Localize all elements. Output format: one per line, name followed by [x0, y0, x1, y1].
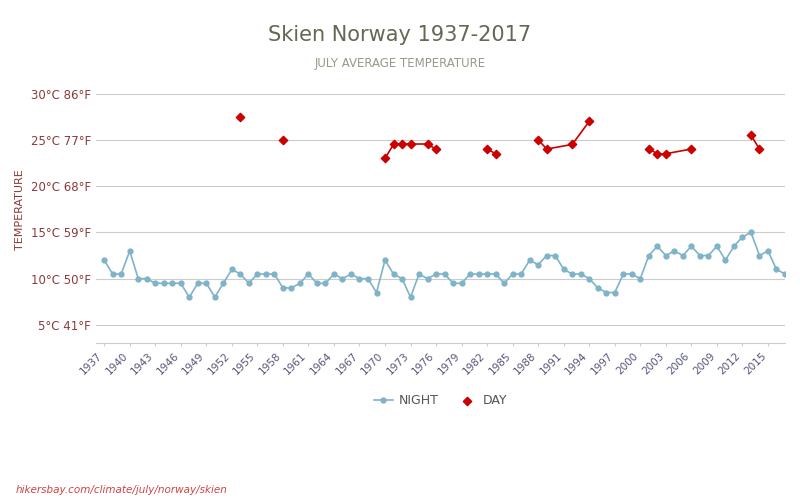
Line: NIGHT: NIGHT	[102, 230, 787, 300]
NIGHT	[661, 252, 670, 258]
DAY	[430, 145, 442, 153]
DAY	[396, 140, 409, 148]
NIGHT	[721, 257, 730, 263]
DAY	[490, 150, 502, 158]
DAY	[540, 145, 553, 153]
DAY	[566, 140, 578, 148]
DAY	[659, 150, 672, 158]
DAY	[481, 145, 494, 153]
DAY	[404, 140, 417, 148]
NIGHT	[534, 262, 543, 268]
DAY	[378, 154, 391, 162]
Text: hikersbay.com/climate/july/norway/skien: hikersbay.com/climate/july/norway/skien	[16, 485, 228, 495]
DAY	[277, 136, 290, 144]
NIGHT	[482, 271, 492, 277]
Text: Skien Norway 1937-2017: Skien Norway 1937-2017	[269, 25, 531, 45]
Text: JULY AVERAGE TEMPERATURE: JULY AVERAGE TEMPERATURE	[314, 58, 486, 70]
NIGHT	[185, 294, 194, 300]
DAY	[234, 112, 246, 120]
DAY	[532, 136, 545, 144]
DAY	[685, 145, 698, 153]
Legend: NIGHT, DAY: NIGHT, DAY	[369, 390, 512, 412]
NIGHT	[695, 252, 705, 258]
DAY	[753, 145, 766, 153]
NIGHT	[99, 257, 109, 263]
DAY	[745, 131, 758, 139]
NIGHT	[780, 271, 790, 277]
DAY	[387, 140, 400, 148]
DAY	[421, 140, 434, 148]
Y-axis label: TEMPERATURE: TEMPERATURE	[15, 169, 25, 250]
NIGHT	[746, 230, 756, 235]
DAY	[651, 150, 664, 158]
DAY	[642, 145, 655, 153]
NIGHT	[610, 290, 619, 296]
DAY	[583, 118, 596, 126]
